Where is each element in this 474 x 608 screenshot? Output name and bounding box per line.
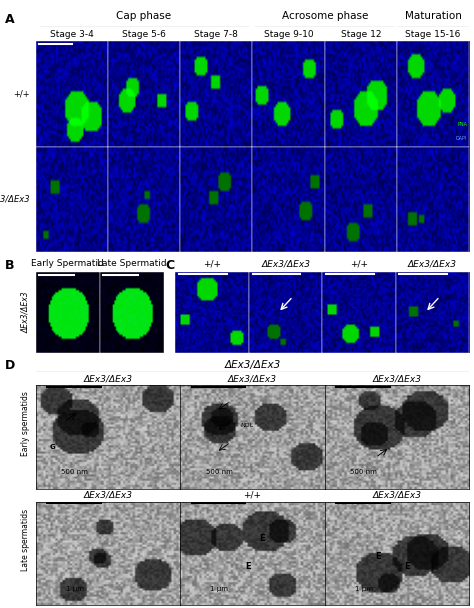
Text: 1 μm: 1 μm (355, 586, 373, 592)
Text: B: B (5, 259, 15, 272)
Text: Late Spermatid: Late Spermatid (97, 259, 166, 268)
Text: +/+: +/+ (203, 259, 221, 268)
Text: ΔEx3/ΔEx3: ΔEx3/ΔEx3 (373, 375, 421, 383)
Text: Stage 5-6: Stage 5-6 (122, 30, 166, 38)
Text: Early Spermatid: Early Spermatid (31, 259, 104, 268)
Text: 1 μm: 1 μm (210, 586, 228, 592)
Text: ΔEx3/ΔEx3: ΔEx3/ΔEx3 (373, 491, 421, 500)
Text: Stage 12: Stage 12 (341, 30, 381, 38)
Text: Cap phase: Cap phase (117, 12, 172, 21)
Text: Maturation: Maturation (405, 12, 462, 21)
Text: ΔEx3/ΔEx3: ΔEx3/ΔEx3 (83, 491, 132, 500)
Text: E: E (260, 534, 265, 543)
Text: ΔEx3/ΔEx3: ΔEx3/ΔEx3 (408, 259, 457, 268)
Text: A: A (5, 13, 15, 26)
Text: Stage 9-10: Stage 9-10 (264, 30, 313, 38)
Text: Stage 3-4: Stage 3-4 (50, 30, 93, 38)
Text: ΔEx3/ΔEx3: ΔEx3/ΔEx3 (0, 195, 30, 204)
Text: Acrosome phase: Acrosome phase (282, 12, 368, 21)
Text: PNA: PNA (457, 122, 467, 128)
Text: E: E (245, 562, 251, 571)
Text: +/+: +/+ (13, 89, 30, 98)
Text: C: C (165, 259, 174, 272)
Text: ΔEx3/ΔEx3: ΔEx3/ΔEx3 (261, 259, 310, 268)
Text: +/+: +/+ (350, 259, 368, 268)
Text: D: D (5, 359, 15, 372)
Text: G: G (50, 444, 56, 451)
Text: Stage 7-8: Stage 7-8 (194, 30, 238, 38)
Text: E: E (404, 562, 410, 571)
Text: Early spermatids: Early spermatids (21, 391, 30, 456)
Text: E: E (375, 551, 381, 561)
Text: ΔEx3/ΔEx3: ΔEx3/ΔEx3 (224, 361, 281, 370)
Text: ΔEx3/ΔEx3: ΔEx3/ΔEx3 (228, 375, 277, 383)
Text: Stage 15-16: Stage 15-16 (405, 30, 461, 38)
Text: 1 μm: 1 μm (65, 586, 83, 592)
Text: 500 nm: 500 nm (206, 469, 233, 475)
Text: 500 nm: 500 nm (350, 469, 377, 475)
Text: DAPI: DAPI (456, 136, 467, 141)
Text: Late spermatids: Late spermatids (21, 509, 30, 571)
Text: +/+: +/+ (244, 491, 261, 500)
Text: 500 nm: 500 nm (61, 469, 88, 475)
Text: ΔEx3/ΔEx3: ΔEx3/ΔEx3 (83, 375, 132, 383)
Text: ΔEx3/ΔEx3: ΔEx3/ΔEx3 (21, 292, 30, 333)
Text: NDL: NDL (241, 423, 254, 427)
